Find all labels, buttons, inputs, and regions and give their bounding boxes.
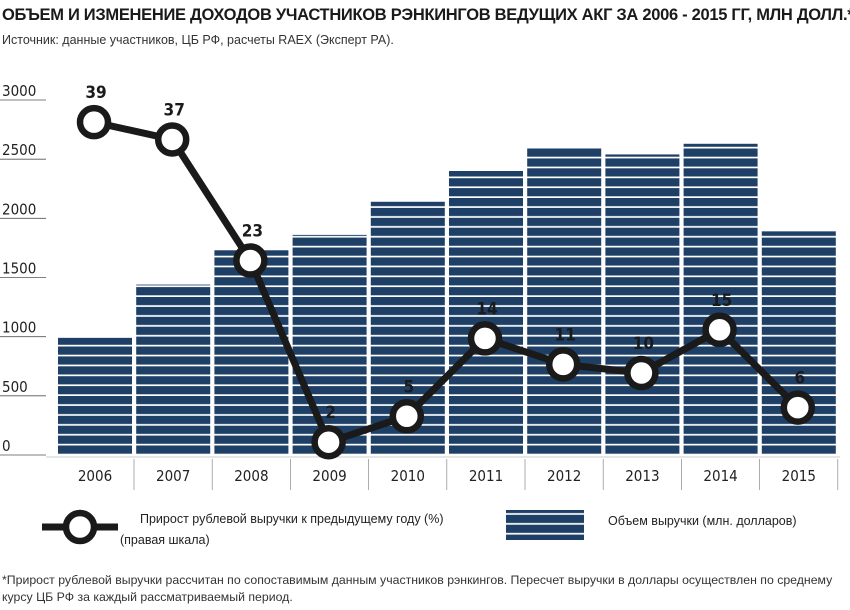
- line-data-label-2011: 14: [476, 299, 497, 319]
- bar-2012: [527, 147, 602, 456]
- legend-bar-swatch: [506, 510, 584, 540]
- line-data-label-2010: 5: [403, 377, 414, 397]
- x-tick-label-2013: 2013: [625, 467, 659, 485]
- line-data-label-2013: 10: [633, 334, 654, 354]
- legend-line-label: Прирост рублевой выручки к предыдущему г…: [140, 512, 444, 526]
- line-point-2013: [624, 355, 659, 391]
- bar-2006: [58, 337, 132, 455]
- bar-2009: [292, 234, 367, 455]
- line-point-2012: [545, 347, 581, 382]
- bar-2014: [683, 143, 758, 456]
- line-point-2011: [467, 321, 503, 356]
- bar-2008: [214, 250, 289, 455]
- line-point-2010: [389, 399, 425, 434]
- chart-title: ОБЪЕМ И ИЗМЕНЕНИЕ ДОХОДОВ УЧАСТНИКОВ РЭН…: [2, 6, 850, 24]
- y-tick-label: 2000: [2, 200, 36, 218]
- line-point-2008: [233, 243, 268, 278]
- bar-2013: [605, 154, 680, 455]
- line-data-label-2006: 39: [85, 83, 106, 103]
- line-point-2007: [154, 122, 190, 157]
- y-tick-label: 1500: [2, 260, 36, 278]
- y-tick-label: 3000: [2, 82, 36, 100]
- x-tick-label-2008: 2008: [234, 467, 268, 485]
- bar-2011: [449, 171, 523, 455]
- line-data-label-2009: 2: [325, 403, 336, 423]
- y-tick-label: 0: [2, 437, 11, 455]
- x-tick-label-2007: 2007: [156, 467, 190, 485]
- chart-subtitle: Источник: данные участников, ЦБ РФ, расч…: [2, 33, 394, 47]
- line-point-2014: [702, 312, 737, 347]
- x-tick-label-2015: 2015: [782, 467, 816, 485]
- line-series: [93, 118, 801, 446]
- line-data-label-2015: 6: [794, 369, 805, 389]
- x-tick-label-2010: 2010: [391, 467, 425, 485]
- y-tick-label: 1000: [2, 319, 36, 337]
- bar-2007: [136, 284, 211, 455]
- x-tick-label-2012: 2012: [547, 467, 581, 485]
- legend-bar-label: Объем выручки (млн. долларов): [608, 514, 797, 528]
- line-data-label-2012: 11: [555, 325, 576, 345]
- line-point-2009: [311, 424, 346, 460]
- y-tick-label: 500: [2, 378, 28, 396]
- legend-line-sublabel: (правая шкала): [120, 533, 210, 547]
- line-point-2015: [780, 390, 816, 425]
- legend-line-point: [62, 509, 98, 545]
- line-data-label-2014: 15: [711, 291, 732, 311]
- x-tick-label-2011: 2011: [469, 467, 503, 485]
- line-point-2006: [76, 104, 112, 140]
- line-data-label-2008: 23: [242, 222, 263, 242]
- line-data-label-2007: 37: [164, 100, 185, 120]
- x-tick-label-2014: 2014: [703, 467, 737, 485]
- footnote: *Прирост рублевой выручки рассчитан по с…: [2, 573, 833, 604]
- x-tick-label-2009: 2009: [312, 467, 346, 485]
- x-tick-label-2006: 2006: [78, 467, 112, 485]
- y-tick-label: 2500: [2, 141, 36, 159]
